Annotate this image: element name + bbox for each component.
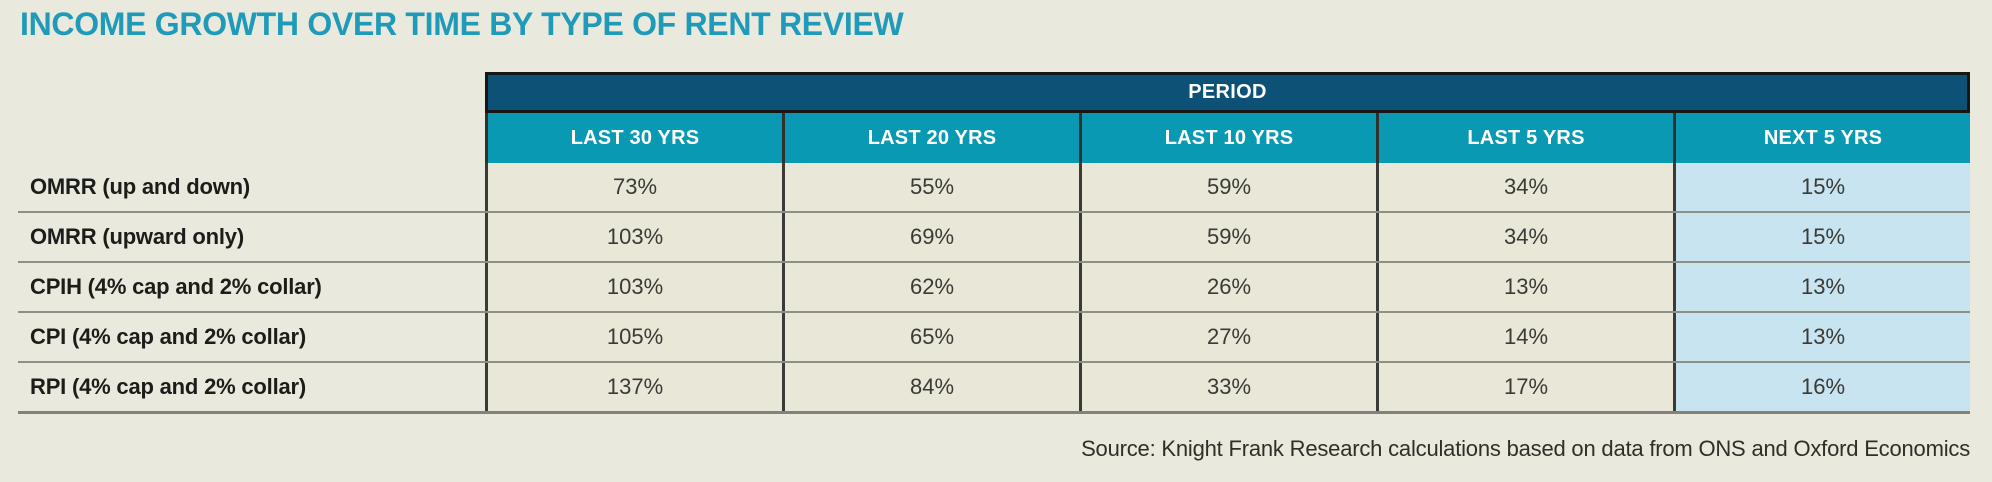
table-cell-highlighted: 15% [1673,213,1970,261]
table-cell: 55% [782,163,1079,211]
column-header-last-30-yrs: LAST 30 YRS [485,113,782,163]
table-cell: 73% [485,163,782,211]
table-row-omrr-up-and-down: OMRR (up and down) 73% 55% 59% 34% 15% [18,163,1970,211]
row-label: CPIH (4% cap and 2% collar) [30,274,322,299]
row-label: RPI (4% cap and 2% collar) [30,374,306,399]
chart-title: INCOME GROWTH OVER TIME BY TYPE OF RENT … [20,6,904,42]
table-cell: 27% [1079,313,1376,361]
column-header-next-5-yrs: NEXT 5 YRS [1673,113,1970,163]
table-cell-highlighted: 13% [1673,313,1970,361]
table-row-omrr-upward-only: OMRR (upward only) 103% 69% 59% 34% 15% [18,211,1970,261]
table-cell: 137% [485,363,782,411]
column-header-row: LAST 30 YRS LAST 20 YRS LAST 10 YRS LAST… [485,113,1970,163]
table-row-cpi: CPI (4% cap and 2% collar) 105% 65% 27% … [18,311,1970,361]
table-cell: 69% [782,213,1079,261]
row-label: OMRR (up and down) [30,174,251,199]
table-cell-highlighted: 16% [1673,363,1970,411]
table-body: OMRR (up and down) 73% 55% 59% 34% 15% O… [18,163,1970,414]
column-header-last-10-yrs: LAST 10 YRS [1079,113,1376,163]
table-cell: 103% [485,263,782,311]
row-label: OMRR (upward only) [30,224,244,249]
table-cell: 59% [1079,213,1376,261]
table-cell: 34% [1376,163,1673,211]
table-cell: 103% [485,213,782,261]
column-header-last-20-yrs: LAST 20 YRS [782,113,1079,163]
period-group-header-label: PERIOD [1188,81,1267,103]
table-cell: 14% [1376,313,1673,361]
table-cell: 13% [1376,263,1673,311]
table-cell: 34% [1376,213,1673,261]
table-cell-highlighted: 13% [1673,263,1970,311]
table-cell: 105% [485,313,782,361]
table-cell: 59% [1079,163,1376,211]
table-cell: 26% [1079,263,1376,311]
table-cell: 84% [782,363,1079,411]
table-row-cpih: CPIH (4% cap and 2% collar) 103% 62% 26%… [18,261,1970,311]
table-row-rpi: RPI (4% cap and 2% collar) 137% 84% 33% … [18,361,1970,411]
column-header-last-5-yrs: LAST 5 YRS [1376,113,1673,163]
table-cell: 17% [1376,363,1673,411]
income-growth-table: PERIOD LAST 30 YRS LAST 20 YRS LAST 10 Y… [18,72,1970,414]
table-cell: 62% [782,263,1079,311]
period-group-header: PERIOD [485,72,1970,113]
row-label: CPI (4% cap and 2% collar) [30,324,306,349]
source-attribution: Source: Knight Frank Research calculatio… [1081,436,1970,461]
table-cell: 33% [1079,363,1376,411]
table-cell-highlighted: 15% [1673,163,1970,211]
table-cell: 65% [782,313,1079,361]
